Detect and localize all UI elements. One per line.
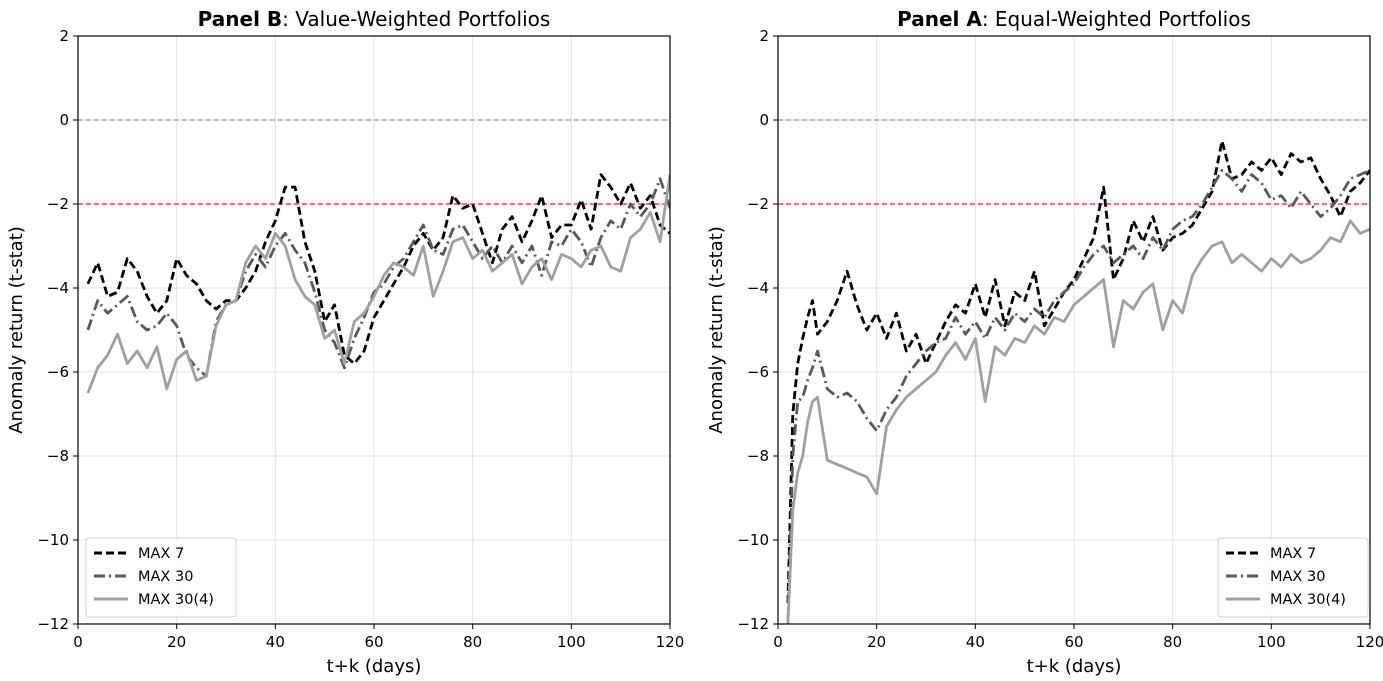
x-tick-label: 20 — [867, 633, 886, 651]
y-tick-label: −8 — [47, 447, 69, 465]
x-tick-label: 80 — [1163, 633, 1182, 651]
legend-label: MAX 30 — [1270, 569, 1325, 585]
legend: MAX 7 MAX 30 MAX 30(4) — [1217, 537, 1369, 618]
series-group — [86, 173, 670, 394]
x-axis-label: t+k (days) — [1027, 656, 1122, 677]
chart-title: Panel A: Equal-Weighted Portfolios — [897, 7, 1251, 31]
x-tick-label: 100 — [557, 633, 586, 651]
y-tick-label: −4 — [47, 279, 69, 297]
y-tick-label: 2 — [59, 27, 69, 45]
x-tick-label: 80 — [463, 633, 482, 651]
chart-title: Panel B: Value-Weighted Portfolios — [198, 7, 551, 31]
y-axis-label: Anomaly return (t-stat) — [706, 226, 727, 434]
x-tick-label: 120 — [1356, 633, 1383, 651]
y-tick-label: −6 — [47, 363, 69, 381]
y-tick-label: 0 — [759, 111, 769, 129]
grid-lines — [77, 35, 671, 625]
x-tick-label: 40 — [966, 633, 985, 651]
x-tick-label: 0 — [773, 633, 783, 651]
chart-title-bold: Panel A — [897, 7, 982, 31]
x-axis-label: t+k (days) — [327, 656, 422, 677]
x-tick-label: 60 — [1064, 633, 1083, 651]
y-tick-label: −6 — [747, 363, 769, 381]
y-tick-label: −8 — [747, 447, 769, 465]
y-tick-label: 2 — [759, 27, 769, 45]
y-tick-label: −12 — [737, 615, 769, 633]
y-axis-label: Anomaly return (t-stat) — [6, 226, 27, 434]
legend-label: MAX 7 — [138, 546, 184, 562]
series-line — [786, 219, 1370, 624]
y-tick-label: −12 — [37, 615, 69, 633]
series-line — [86, 174, 670, 394]
y-tick-label: −2 — [747, 195, 769, 213]
chart-title-rest: : Value-Weighted Portfolios — [282, 7, 550, 31]
y-tick-label: 0 — [59, 111, 69, 129]
chart-title-bold: Panel B — [198, 7, 282, 31]
chart-title-rest: : Equal-Weighted Portfolios — [982, 7, 1251, 31]
legend-label: MAX 7 — [1270, 546, 1316, 562]
y-tick-label: −2 — [47, 195, 69, 213]
x-tick-label: 120 — [656, 633, 685, 651]
legend-label: MAX 30(4) — [1270, 592, 1346, 608]
x-tick-label: 20 — [167, 633, 186, 651]
legend: MAX 7 MAX 30 MAX 30(4) — [85, 537, 237, 618]
series-line — [86, 173, 670, 366]
y-tick-label: −10 — [737, 531, 769, 549]
y-tick-label: −4 — [747, 279, 769, 297]
x-tick-label: 60 — [364, 633, 383, 651]
x-tick-label: 100 — [1257, 633, 1286, 651]
legend-box — [85, 537, 237, 618]
legend-label: MAX 30 — [138, 569, 193, 585]
y-tick-label: −10 — [37, 531, 69, 549]
series-group — [786, 139, 1370, 624]
x-tick-label: 0 — [73, 633, 83, 651]
x-tick-label: 40 — [266, 633, 285, 651]
legend-box — [1217, 537, 1369, 618]
legend-label: MAX 30(4) — [138, 592, 214, 608]
series-line — [786, 168, 1370, 624]
